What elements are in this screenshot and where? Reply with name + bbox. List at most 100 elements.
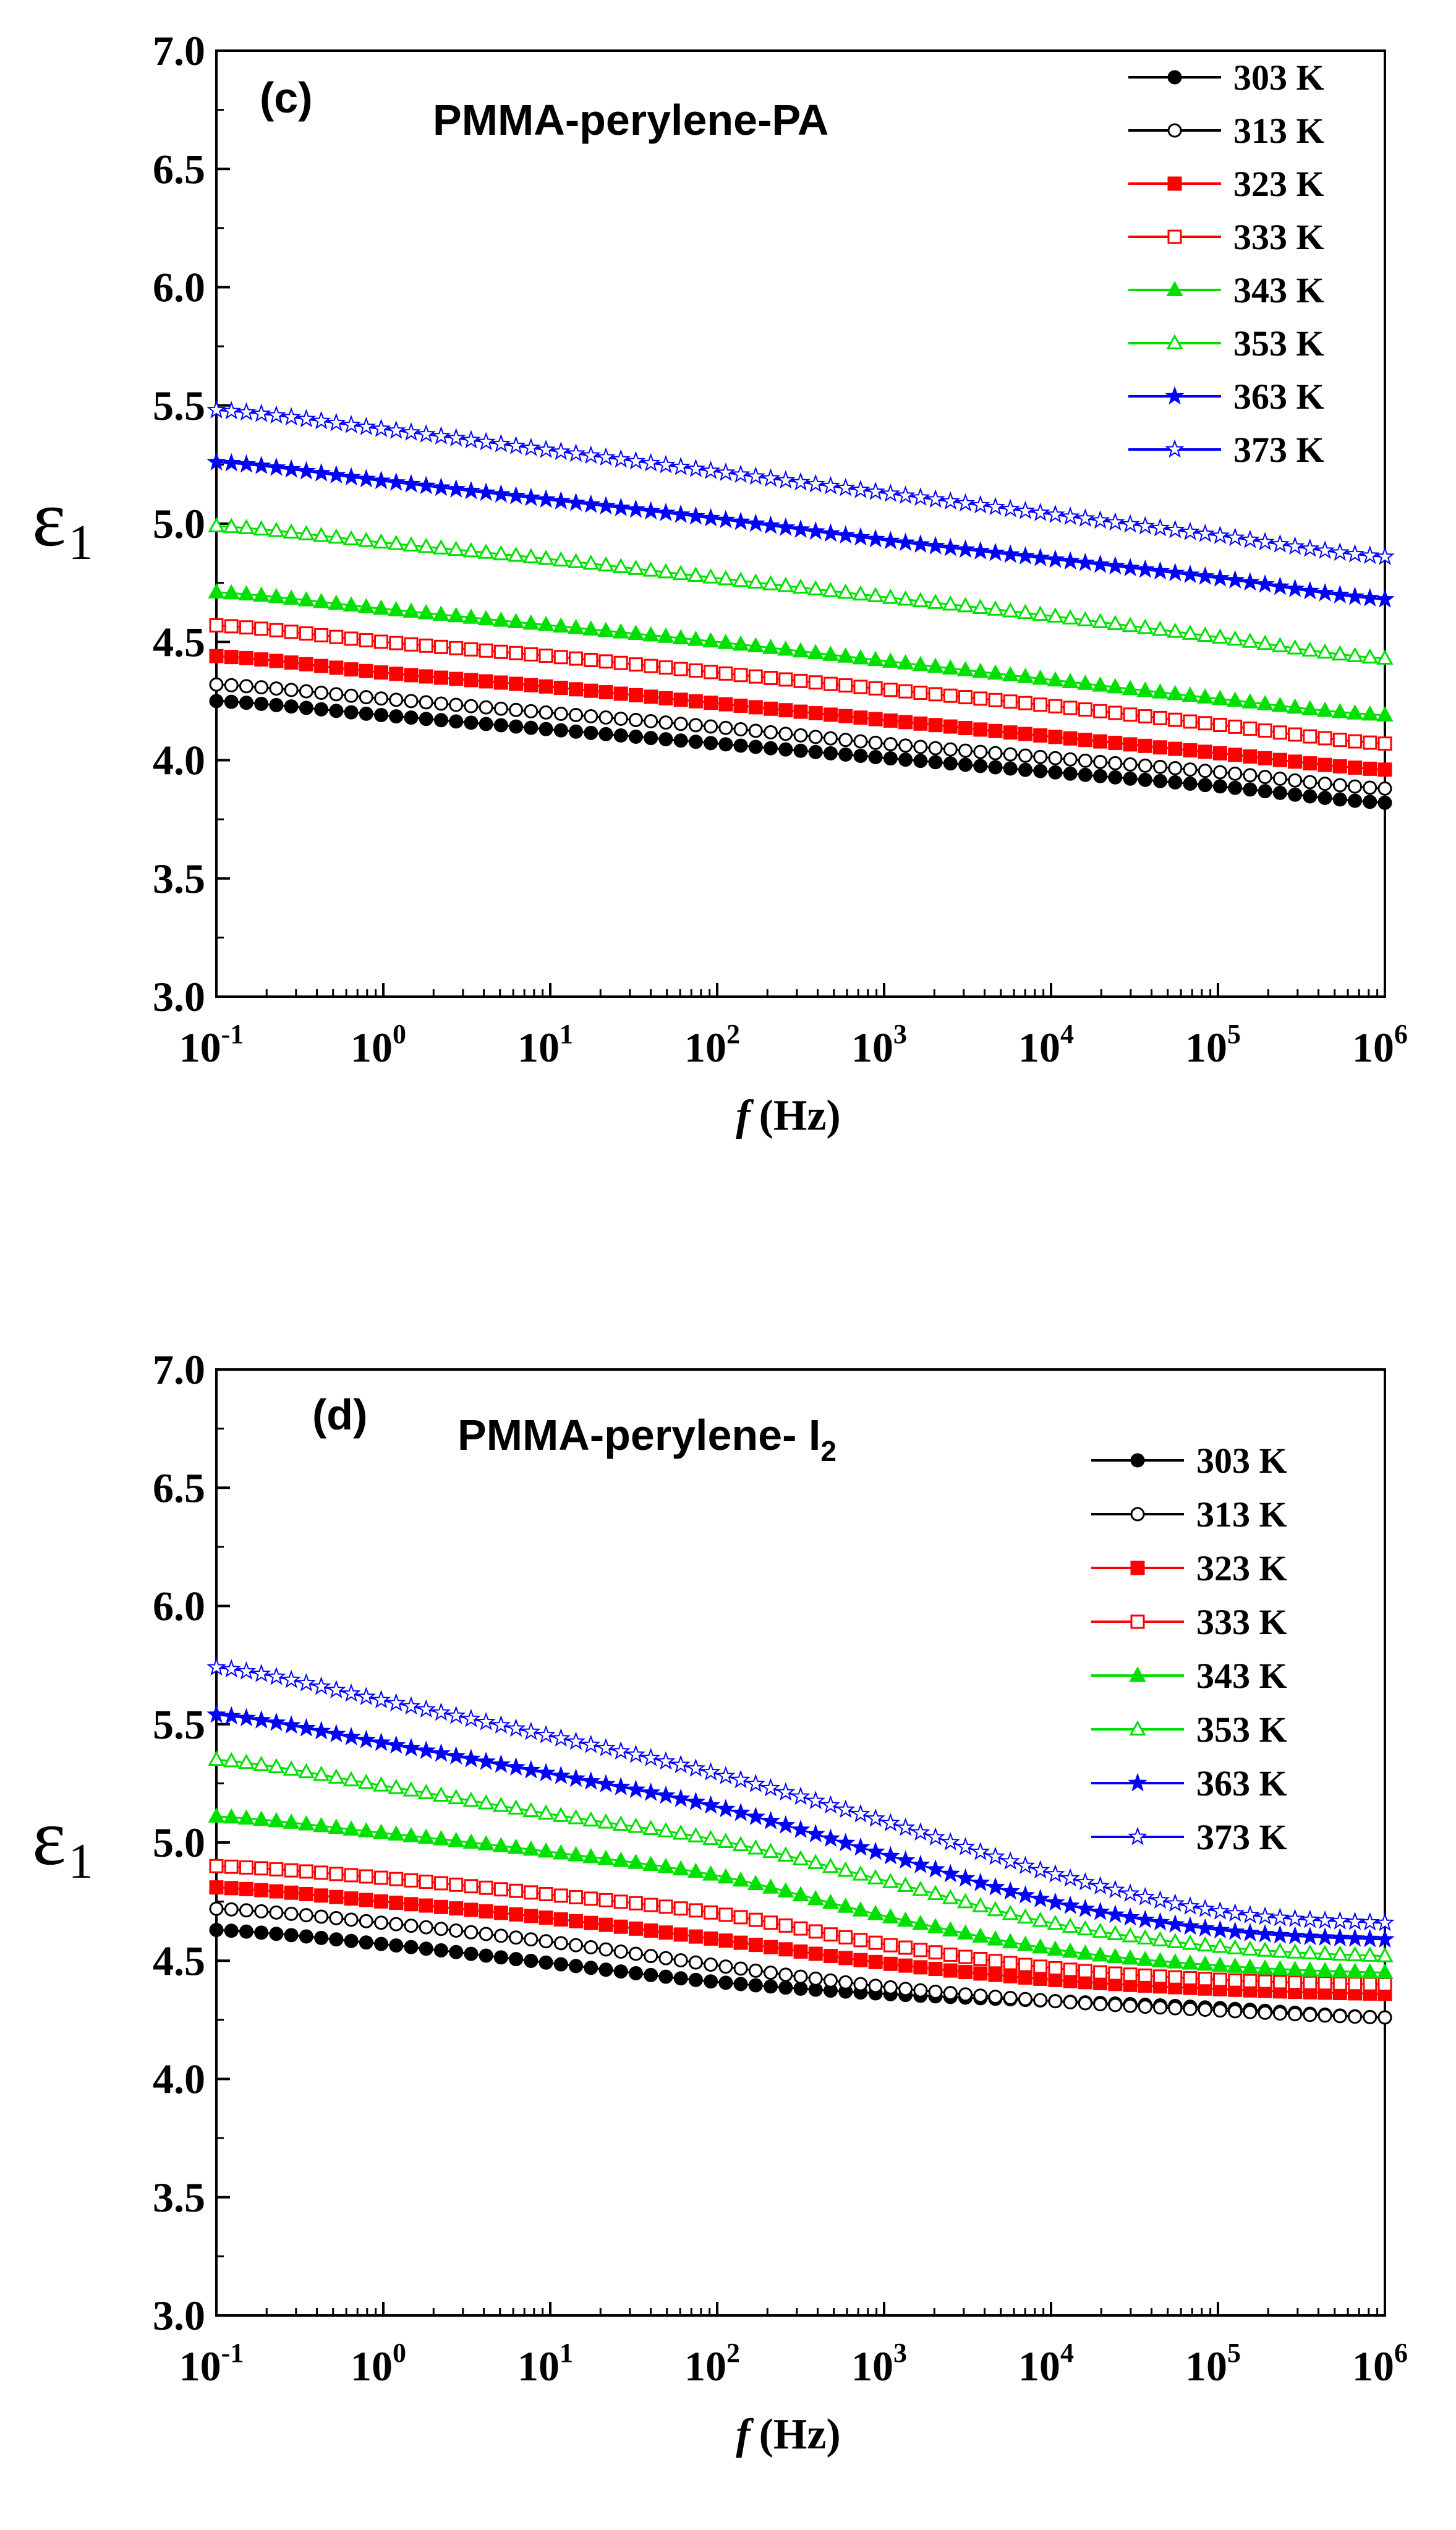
data-point bbox=[1241, 1940, 1259, 1956]
data-point bbox=[612, 1851, 629, 1867]
data-point bbox=[1152, 1952, 1169, 1967]
data-point bbox=[224, 678, 239, 692]
data-point bbox=[644, 658, 658, 673]
data-point bbox=[732, 635, 749, 651]
data-point bbox=[314, 628, 329, 642]
data-point bbox=[299, 684, 313, 699]
data-point bbox=[1258, 1974, 1272, 1989]
series-363-k bbox=[206, 452, 1395, 608]
data-point bbox=[432, 605, 449, 621]
data-point bbox=[341, 1683, 361, 1702]
data-point bbox=[988, 1990, 1003, 2004]
legend-swatch-marker bbox=[1130, 1453, 1145, 1468]
x-tick-exponent: 1 bbox=[560, 1019, 573, 1049]
data-point bbox=[539, 1886, 553, 1901]
data-point bbox=[1347, 1946, 1364, 1962]
data-point bbox=[1243, 782, 1258, 797]
data-point bbox=[374, 1870, 389, 1885]
data-point bbox=[524, 720, 539, 735]
y-tick-label: 4.0 bbox=[153, 2056, 205, 2103]
data-point bbox=[1093, 704, 1108, 718]
y-axis-subscript: 1 bbox=[69, 516, 93, 570]
data-point bbox=[1256, 1941, 1274, 1957]
data-point bbox=[793, 1944, 808, 1959]
data-point bbox=[314, 1865, 329, 1880]
data-point bbox=[866, 529, 885, 548]
data-point bbox=[1093, 734, 1108, 749]
data-point bbox=[943, 719, 958, 734]
data-point bbox=[986, 1876, 1005, 1896]
series-333-k bbox=[209, 1859, 1392, 1991]
x-tick-label: 10-1 bbox=[179, 2338, 244, 2390]
data-point bbox=[1285, 1926, 1305, 1944]
data-point bbox=[851, 479, 871, 498]
data-point bbox=[808, 1924, 823, 1939]
data-point bbox=[1255, 1906, 1275, 1925]
data-point bbox=[209, 618, 224, 632]
data-point bbox=[971, 1872, 990, 1891]
data-point bbox=[477, 543, 495, 559]
data-point bbox=[344, 705, 359, 720]
data-point bbox=[582, 620, 600, 636]
data-point bbox=[269, 1927, 284, 1941]
data-point bbox=[314, 1909, 329, 1924]
data-point bbox=[1018, 696, 1032, 710]
data-point bbox=[1138, 758, 1152, 773]
data-point bbox=[479, 1880, 493, 1895]
data-point bbox=[1016, 1908, 1034, 1924]
data-point bbox=[778, 1967, 793, 1982]
legend-label: 303 K bbox=[1233, 58, 1324, 98]
data-point bbox=[628, 1946, 643, 1961]
data-point bbox=[568, 618, 585, 634]
data-point bbox=[686, 1758, 706, 1777]
data-point bbox=[566, 492, 586, 511]
data-point bbox=[539, 1910, 553, 1925]
data-point bbox=[1211, 689, 1228, 705]
data-point bbox=[522, 548, 540, 564]
data-point bbox=[479, 717, 493, 731]
data-point bbox=[1063, 766, 1078, 781]
data-point bbox=[868, 1935, 883, 1950]
data-point bbox=[1227, 1957, 1244, 1973]
data-point bbox=[493, 1950, 508, 1965]
data-point bbox=[1211, 1956, 1228, 1972]
y-axis-title: ε1 bbox=[32, 474, 93, 570]
data-point bbox=[762, 639, 780, 654]
data-point bbox=[314, 1930, 329, 1945]
data-point bbox=[1303, 789, 1318, 804]
data-point bbox=[1120, 514, 1140, 533]
data-point bbox=[671, 1755, 691, 1773]
legend-label: 323 K bbox=[1196, 1548, 1287, 1588]
data-point bbox=[1105, 1880, 1125, 1899]
data-point bbox=[284, 1863, 299, 1878]
data-point bbox=[883, 751, 898, 766]
data-point bbox=[1048, 730, 1063, 744]
data-point bbox=[552, 617, 569, 633]
data-point bbox=[1318, 2008, 1332, 2023]
x-tick-exponent: 4 bbox=[1060, 1019, 1074, 1049]
legend-entry: 333 K bbox=[1091, 1602, 1287, 1642]
data-point bbox=[224, 650, 239, 665]
data-point bbox=[808, 744, 823, 759]
data-point bbox=[329, 704, 344, 718]
data-point bbox=[1288, 727, 1303, 742]
data-point bbox=[1318, 757, 1332, 772]
data-point bbox=[1060, 1896, 1080, 1914]
x-tick-exponent: 6 bbox=[1394, 2338, 1408, 2368]
data-point bbox=[1225, 570, 1245, 589]
data-point bbox=[958, 721, 973, 736]
data-point bbox=[1018, 1957, 1032, 1972]
data-point bbox=[986, 496, 1005, 516]
data-point bbox=[927, 657, 944, 673]
data-point bbox=[221, 1706, 241, 1725]
data-point bbox=[641, 1747, 661, 1766]
data-point bbox=[1047, 1940, 1064, 1956]
data-point bbox=[686, 458, 706, 477]
data-point bbox=[718, 1907, 733, 1922]
data-point bbox=[509, 1907, 524, 1922]
data-point bbox=[299, 626, 313, 641]
y-axis-title: ε1 bbox=[32, 1793, 93, 1889]
data-point bbox=[432, 539, 449, 555]
data-point bbox=[1078, 1964, 1092, 1978]
legend-label: 333 K bbox=[1196, 1602, 1287, 1642]
